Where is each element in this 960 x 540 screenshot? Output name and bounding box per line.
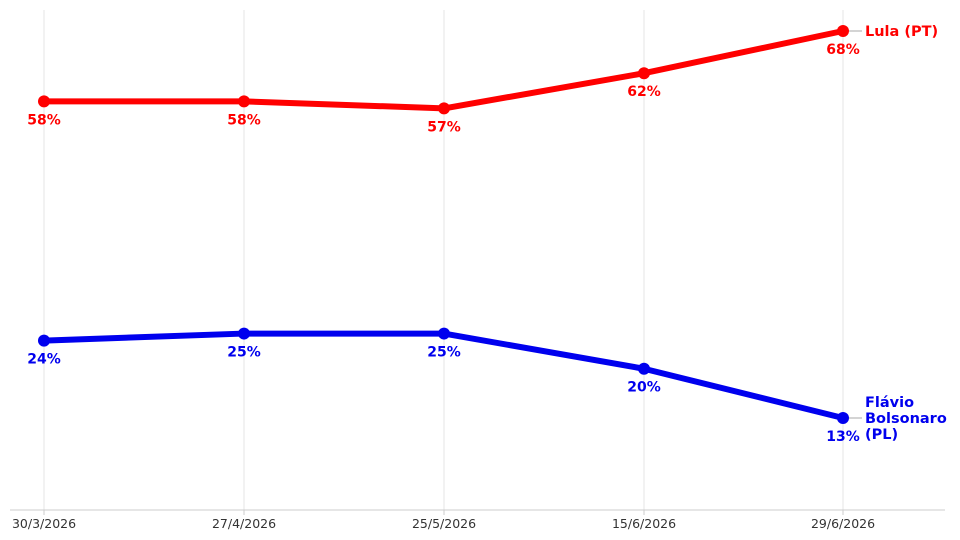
series-lula: 58% 58% 57% 62% 68% Lula (PT): [27, 24, 938, 135]
data-point: [638, 362, 650, 375]
x-tick-label: 30/3/2026: [12, 516, 76, 531]
data-label: 58%: [227, 112, 261, 128]
data-label: 58%: [27, 112, 61, 128]
data-point: [837, 412, 849, 424]
data-point: [38, 334, 50, 347]
series-name-label: Flávio: [865, 395, 914, 411]
data-label: 25%: [427, 345, 461, 361]
series-layer: 58% 58% 57% 62% 68% Lula (PT) 24% 25% 25% 20% 13% F…: [27, 24, 947, 445]
data-label: 20%: [627, 380, 661, 396]
series-name-label: (PL): [865, 427, 898, 443]
series-name-label: Bolsonaro: [865, 411, 947, 427]
data-label: 13%: [826, 429, 860, 445]
data-point: [38, 95, 50, 108]
x-tick-label: 25/5/2026: [412, 516, 476, 531]
data-point: [238, 327, 250, 340]
data-point: [238, 95, 250, 108]
x-tick-label: 15/6/2026: [612, 516, 676, 531]
series-name-label: Lula (PT): [865, 24, 938, 40]
x-axis-ticks: 30/3/2026 27/4/2026 25/5/2026 15/6/2026 29/6…: [12, 510, 875, 531]
data-label: 24%: [27, 352, 61, 368]
data-point: [837, 25, 849, 37]
data-point: [438, 102, 450, 115]
x-tick-label: 29/6/2026: [811, 516, 875, 531]
data-label: 57%: [427, 119, 461, 135]
vertical-gridlines: [43, 10, 844, 510]
data-label: 25%: [227, 345, 261, 361]
data-point: [438, 327, 450, 340]
data-point: [638, 67, 650, 80]
data-label: 62%: [627, 84, 661, 100]
x-tick-label: 27/4/2026: [212, 516, 276, 531]
data-label: 68%: [826, 42, 860, 58]
